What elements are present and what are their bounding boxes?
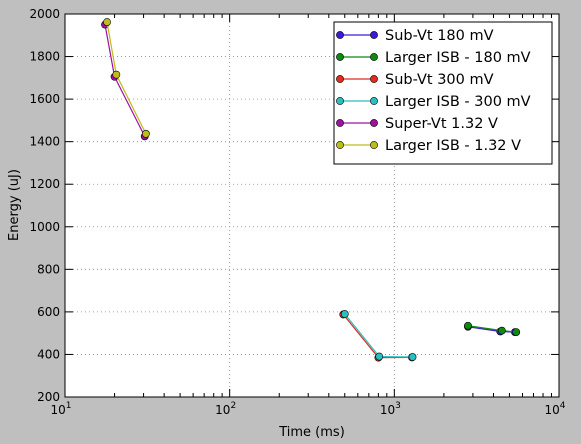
data-point <box>497 326 506 335</box>
data-point <box>103 18 111 26</box>
legend: Sub-Vt 180 mV Larger ISB - 180 mV Sub-Vt 3… <box>333 21 553 165</box>
legend-marker <box>336 97 344 105</box>
legend-label: Super-Vt 1.32 V <box>385 116 498 132</box>
legend-marker <box>336 119 344 127</box>
x-tick-label: 101 <box>50 401 71 417</box>
y-tick-label: 600 <box>37 305 60 319</box>
data-point <box>408 353 417 361</box>
y-tick-label: 2000 <box>29 7 60 21</box>
legend-marker <box>336 31 344 39</box>
data-point <box>375 352 384 361</box>
x-tick-exponent: 4 <box>560 401 566 411</box>
x-tick-exponent: 2 <box>230 401 236 411</box>
series-3 <box>340 310 417 361</box>
legend-entry: Larger ISB - 180 mV <box>336 50 531 66</box>
x-tick-label: 103 <box>380 401 401 417</box>
legend-entry: Sub-Vt 300 mV <box>336 72 494 88</box>
x-tick-exponent: 1 <box>66 401 72 411</box>
x-tick-base: 10 <box>544 403 559 417</box>
legend-label: Larger ISB - 1.32 V <box>385 138 521 154</box>
series-5 <box>103 18 150 138</box>
y-tick-label: 1200 <box>29 177 60 191</box>
legend-label: Sub-Vt 300 mV <box>385 72 494 88</box>
x-tick-labels: 101 102 103 104 <box>50 401 565 417</box>
legend-marker <box>370 53 378 61</box>
data-point <box>512 328 521 337</box>
y-tick-labels: 200 400 600 800 1000 1200 1400 1600 1800 2000 <box>29 7 60 404</box>
legend-marker <box>336 53 344 61</box>
x-tick-exponent: 3 <box>395 401 401 411</box>
series-1 <box>464 321 521 337</box>
legend-marker <box>370 75 378 83</box>
x-tick-label: 102 <box>215 401 236 417</box>
legend-marker <box>370 119 378 127</box>
y-tick-label: 800 <box>37 262 60 276</box>
x-axis-label: Time (ms) <box>278 425 345 440</box>
data-point <box>142 129 150 138</box>
legend-marker <box>370 31 378 39</box>
legend-entry: Super-Vt 1.32 V <box>336 116 498 132</box>
legend-entry: Larger ISB - 1.32 V <box>336 138 521 154</box>
plot-frame <box>64 13 560 398</box>
legend-marker <box>336 75 344 83</box>
data-point <box>340 310 349 318</box>
legend-label: Sub-Vt 180 mV <box>385 28 494 44</box>
legend-label: Larger ISB - 300 mV <box>385 94 531 110</box>
legend-entry: Sub-Vt 180 mV <box>336 28 494 44</box>
y-axis-label: Energy (uJ) <box>7 169 22 241</box>
y-tick-label: 1400 <box>29 135 60 149</box>
legend-box <box>333 21 553 165</box>
x-tick-base: 10 <box>215 403 230 417</box>
legend-marker <box>370 97 378 105</box>
y-tick-label: 400 <box>37 347 60 361</box>
x-tick-base: 10 <box>380 403 395 417</box>
data-series <box>101 18 521 362</box>
y-tick-label: 200 <box>37 390 60 404</box>
y-tick-label: 1800 <box>29 50 60 64</box>
data-point <box>112 70 121 79</box>
x-tick-base: 10 <box>50 403 65 417</box>
y-tick-label: 1000 <box>29 220 60 234</box>
legend-marker <box>336 141 344 149</box>
y-tick-label: 1600 <box>29 92 60 106</box>
data-point <box>464 321 472 330</box>
legend-marker <box>370 141 378 149</box>
x-tick-label: 104 <box>544 401 565 417</box>
legend-label: Larger ISB - 180 mV <box>385 50 531 66</box>
legend-entry: Larger ISB - 300 mV <box>336 94 531 110</box>
